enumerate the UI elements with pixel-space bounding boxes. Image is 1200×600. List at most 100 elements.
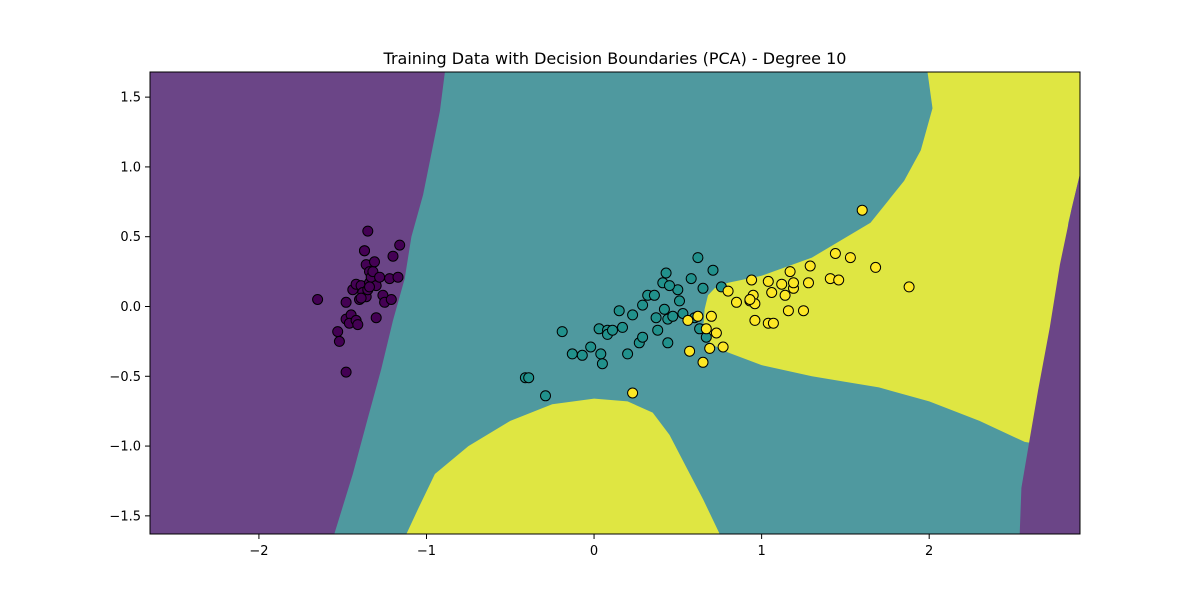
point-class-1: [697, 282, 709, 294]
y-axis: −1.5 −1.0 −0.5 0.0 0.5 1.0 1.5: [109, 91, 150, 524]
point-class-2: [844, 252, 856, 264]
decision-regions: [150, 72, 1080, 534]
point-class-2: [705, 310, 717, 322]
point-class-0: [369, 256, 380, 268]
region-class-2-2: [406, 398, 720, 534]
point-class-1: [595, 348, 607, 360]
point-class-1: [637, 299, 649, 311]
point-class-2: [749, 314, 761, 326]
point-class-0: [352, 319, 364, 331]
point-class-2: [704, 342, 716, 354]
point-class-2: [684, 345, 696, 357]
point-class-1: [540, 390, 551, 402]
point-class-1: [637, 331, 649, 343]
x-tick-label: −2: [249, 544, 268, 559]
point-class-0: [362, 225, 374, 237]
point-class-0: [385, 294, 397, 305]
y-tick-label: 0.5: [120, 230, 141, 245]
point-class-0: [340, 366, 352, 378]
point-class-1: [613, 305, 625, 317]
point-class-1: [627, 309, 639, 321]
point-class-2: [776, 278, 788, 290]
point-class-0: [364, 281, 375, 293]
point-class-2: [762, 275, 774, 287]
point-class-1: [617, 321, 628, 333]
point-class-2: [766, 287, 778, 298]
region-class-0-0: [150, 72, 445, 534]
y-tick-label: 1.5: [120, 91, 141, 106]
point-class-2: [697, 356, 709, 368]
y-tick-label: −0.5: [109, 370, 141, 385]
point-class-1: [674, 295, 685, 307]
point-class-0: [355, 292, 367, 304]
point-class-1: [658, 303, 670, 315]
point-class-1: [622, 348, 634, 360]
point-class-2: [798, 305, 809, 317]
point-class-1: [556, 326, 568, 338]
point-class-0: [340, 296, 352, 308]
point-class-2: [627, 387, 639, 399]
x-tick-label: −1: [417, 544, 436, 559]
point-class-0: [374, 271, 386, 283]
point-class-1: [566, 348, 578, 360]
point-class-1: [650, 312, 662, 324]
point-class-1: [692, 252, 704, 264]
y-tick-label: −1.5: [109, 509, 141, 524]
y-tick-label: −1.0: [109, 440, 141, 455]
point-class-2: [833, 274, 845, 286]
data-points: [312, 204, 915, 402]
point-class-1: [576, 349, 588, 361]
point-class-2: [700, 323, 712, 335]
point-class-1: [662, 337, 674, 349]
point-class-1: [660, 267, 672, 279]
point-class-1: [607, 324, 618, 336]
point-class-1: [523, 372, 535, 384]
point-class-0: [359, 245, 370, 257]
point-class-2: [710, 327, 722, 339]
point-class-2: [784, 266, 796, 278]
point-class-0: [312, 294, 324, 305]
x-axis: −2 −1 0 1 2: [249, 534, 933, 559]
region-class-0-3: [1019, 173, 1080, 534]
x-tick-label: 1: [757, 544, 765, 559]
point-class-2: [903, 281, 915, 293]
point-class-0: [392, 271, 404, 283]
point-class-2: [717, 341, 729, 353]
point-class-0: [370, 312, 382, 324]
point-class-2: [746, 274, 758, 286]
point-class-0: [394, 239, 406, 251]
point-class-2: [779, 289, 791, 301]
point-class-2: [803, 277, 814, 289]
x-tick-label: 2: [925, 544, 933, 559]
point-class-1: [648, 289, 660, 301]
point-class-2: [856, 204, 868, 216]
x-tick-label: 0: [590, 544, 598, 559]
region-class-2-1: [703, 72, 1080, 447]
point-class-1: [685, 273, 697, 285]
y-tick-label: 0.0: [120, 300, 141, 315]
point-class-2: [870, 261, 882, 273]
point-class-0: [333, 335, 345, 347]
point-class-1: [667, 310, 679, 322]
point-class-1: [707, 264, 719, 276]
point-class-2: [744, 294, 756, 305]
chart-title: Training Data with Decision Boundaries (…: [383, 49, 847, 68]
point-class-2: [829, 248, 841, 259]
y-tick-label: 1.0: [120, 160, 141, 175]
point-class-2: [782, 305, 794, 317]
point-class-1: [664, 280, 675, 292]
point-class-2: [682, 314, 694, 326]
point-class-0: [387, 250, 399, 262]
point-class-1: [652, 324, 664, 336]
point-class-2: [767, 317, 779, 329]
point-class-2: [731, 296, 742, 308]
point-class-2: [788, 277, 799, 289]
point-class-2: [804, 260, 816, 272]
point-class-0: [332, 326, 344, 338]
point-class-2: [722, 285, 734, 297]
point-class-1: [596, 358, 608, 370]
point-class-1: [585, 341, 597, 353]
point-class-2: [692, 310, 704, 322]
plot-frame: [149, 71, 1081, 535]
